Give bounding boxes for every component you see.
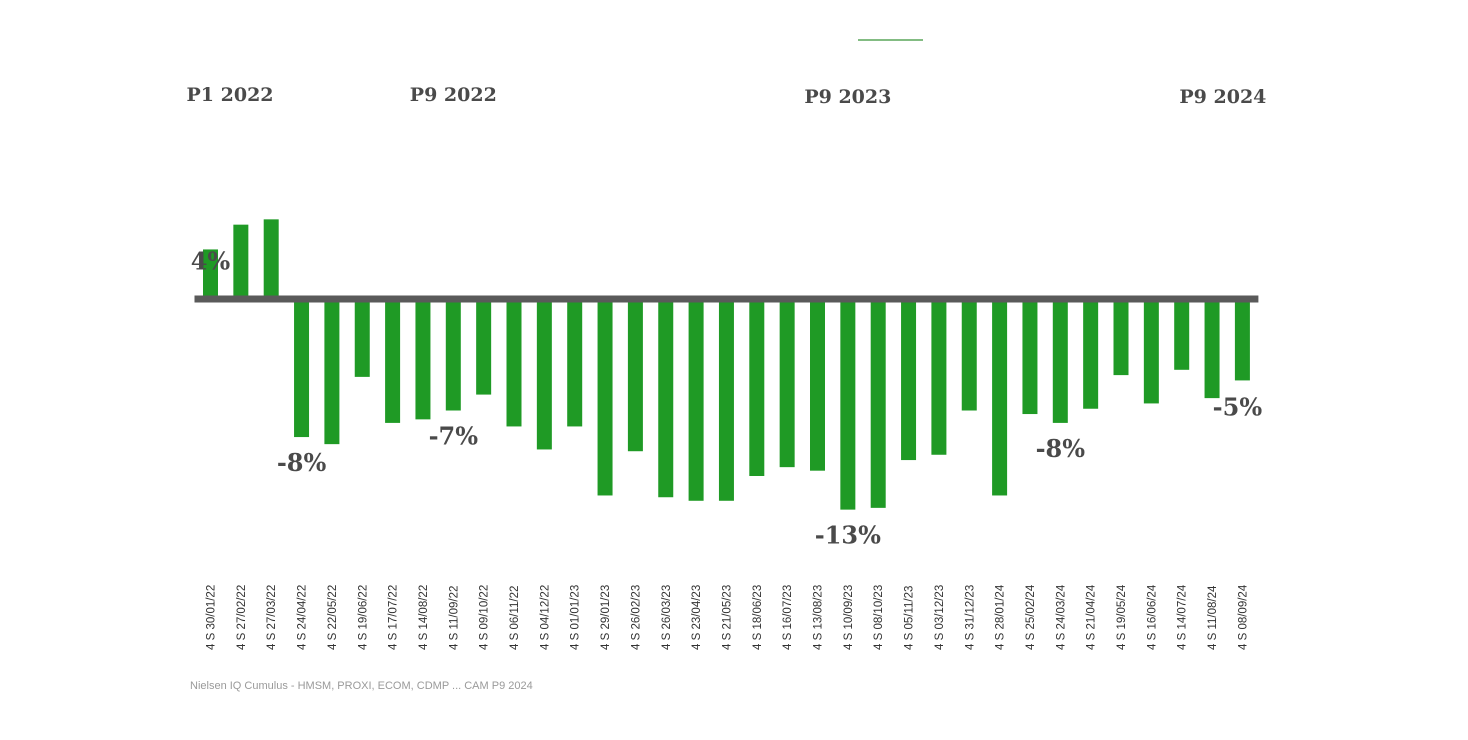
x-tick-label: 4 S 24/03/24 — [1055, 584, 1067, 650]
x-tick-label: 4 S 11/08/24 — [1207, 585, 1219, 650]
x-tick-label: 4 S 22/05/22 — [327, 585, 339, 650]
bar-4081023 — [870, 299, 886, 508]
bar-4300122 — [203, 249, 218, 299]
bar-4190524 — [1113, 299, 1129, 376]
bar-4270222 — [233, 224, 249, 299]
bar-4110922 — [445, 299, 461, 411]
bar-4311223 — [961, 299, 977, 411]
x-tick-label: 4 S 13/08/23 — [813, 585, 825, 650]
data-label: -8% — [277, 448, 327, 477]
x-tick-label: 4 S 04/12/22 — [539, 585, 551, 650]
x-tick-label: 4 S 30/01/22 — [206, 585, 218, 650]
bar-4110824 — [1204, 299, 1220, 399]
x-tick-label: 4 S 27/03/22 — [266, 585, 278, 650]
x-tick-label: 4 S 24/04/22 — [297, 585, 309, 650]
x-tick-label: 4 S 31/12/23 — [964, 585, 976, 650]
bar-4061122 — [506, 299, 522, 427]
x-tick-label: 4 S 21/04/24 — [1086, 584, 1098, 650]
period-label: P1 2022 — [187, 84, 274, 106]
bar-4091022 — [476, 299, 492, 395]
bar-4140822 — [415, 299, 431, 420]
x-tick-label: 4 S 17/07/22 — [388, 585, 400, 650]
period-labels: P1 2022 P9 2022 P9 2023 P9 2024 — [187, 84, 1267, 108]
bar-4041222 — [536, 299, 552, 450]
x-tick-label: 4 S 19/05/24 — [1116, 584, 1128, 650]
x-tick-label: 4 S 14/07/24 — [1177, 584, 1189, 650]
x-tick-label: 4 S 18/06/23 — [752, 585, 764, 650]
bar-4270322 — [263, 219, 279, 299]
x-tick-label: 4 S 19/06/22 — [357, 585, 369, 650]
x-tick-label: 4 S 23/04/23 — [691, 585, 703, 650]
x-tick-label: 4 S 10/09/23 — [843, 585, 855, 650]
bar-4240324 — [1052, 299, 1068, 423]
bar-4250224 — [1022, 299, 1038, 415]
x-tick-label: 4 S 11/09/22 — [448, 586, 460, 650]
x-tick-label: 4 S 03/12/23 — [934, 585, 946, 650]
x-tick-label: 4 S 08/10/23 — [873, 585, 885, 650]
bar-4130823 — [810, 299, 825, 471]
x-tick-label: 4 S 16/07/23 — [782, 585, 794, 650]
bar-4290123 — [597, 299, 613, 496]
bar-4190622 — [354, 299, 370, 377]
bar-4280124 — [992, 299, 1008, 496]
x-tick-label: 4 S 16/06/24 — [1146, 584, 1158, 650]
x-tick-label: 4 S 26/03/23 — [661, 585, 673, 650]
bar-4031223 — [931, 299, 947, 455]
bar-4100923 — [840, 299, 856, 510]
bar-4080924 — [1234, 299, 1250, 381]
x-tick-label: 4 S 27/02/22 — [236, 585, 248, 650]
bar-4180623 — [749, 299, 765, 476]
x-tick-label: 4 S 09/10/22 — [479, 585, 491, 650]
x-tick-label: 4 S 29/01/23 — [600, 585, 612, 650]
data-label: 4% — [191, 246, 231, 275]
x-tick-label: 4 S 26/02/23 — [630, 585, 642, 650]
x-tick-label: 4 S 01/01/23 — [570, 585, 582, 650]
bar-4220522 — [324, 299, 340, 445]
bar-4010123 — [567, 299, 583, 427]
x-tick-label: 4 S 05/11/23 — [904, 586, 916, 650]
bar-4051123 — [901, 299, 917, 461]
bar-4140724 — [1174, 299, 1190, 370]
bars — [203, 219, 1250, 510]
data-label: -13% — [815, 521, 881, 550]
bar-4260323 — [658, 299, 674, 498]
bar-4170722 — [385, 299, 401, 423]
data-label: -8% — [1036, 434, 1086, 463]
period-label: P9 2022 — [410, 84, 497, 106]
source-note: Nielsen IQ Cumulus - HMSM, PROXI, ECOM, … — [190, 680, 533, 692]
bar-4210424 — [1083, 299, 1099, 409]
x-tick-label: 4 S 25/02/24 — [1025, 584, 1037, 650]
bar-4160723 — [779, 299, 795, 468]
x-axis-tick-labels: 4 S 30/01/22 4 S 27/02/22 4 S 27/03/22 4 S … — [206, 584, 1250, 650]
bar-4230423 — [688, 299, 704, 501]
bar-4210523 — [718, 299, 734, 501]
period-label: P9 2023 — [804, 86, 891, 108]
bar-4240422 — [294, 299, 310, 438]
bar-4260223 — [627, 299, 643, 452]
period-label: P9 2024 — [1179, 86, 1266, 108]
x-tick-label: 4 S 08/09/24 — [1237, 584, 1249, 650]
data-label: -5% — [1213, 392, 1263, 421]
x-tick-label: 4 S 14/08/22 — [418, 585, 430, 650]
bar-4160624 — [1143, 299, 1159, 404]
x-tick-label: 4 S 21/05/23 — [721, 585, 733, 650]
x-tick-label: 4 S 28/01/24 — [995, 584, 1007, 650]
data-label: -7% — [429, 422, 479, 451]
data-labels: 4% -8% -7% -13% -8% -5% — [191, 246, 1263, 549]
x-tick-label: 4 S 06/11/22 — [509, 586, 521, 650]
